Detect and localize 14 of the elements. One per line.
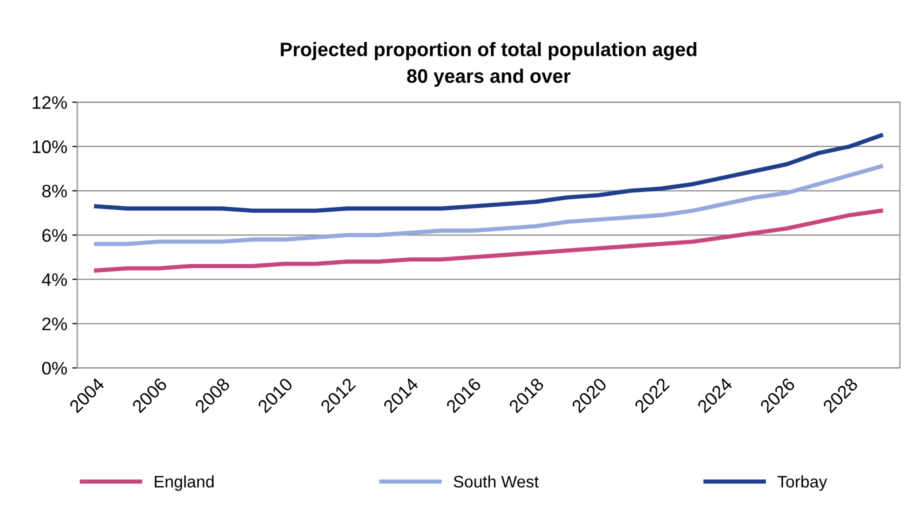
y-tick-label: 2% — [42, 318, 67, 330]
line-series — [94, 208, 884, 273]
y-tick-label: 6% — [42, 228, 67, 242]
line-series — [94, 164, 884, 246]
legend-label: South West — [454, 475, 539, 488]
y-tick-label: 10% — [32, 140, 67, 154]
legend-label: Torbay — [778, 475, 828, 491]
line-series — [94, 133, 884, 213]
chart-title: Projected proportion of total population aged 80 years and over — [280, 42, 696, 87]
y-tick-label: 4% — [42, 273, 67, 286]
legend-label: England — [154, 475, 214, 491]
y-tick-label: 12% — [32, 96, 67, 109]
y-tick-label: 8% — [42, 184, 67, 198]
y-tick-label: 0% — [42, 362, 67, 375]
